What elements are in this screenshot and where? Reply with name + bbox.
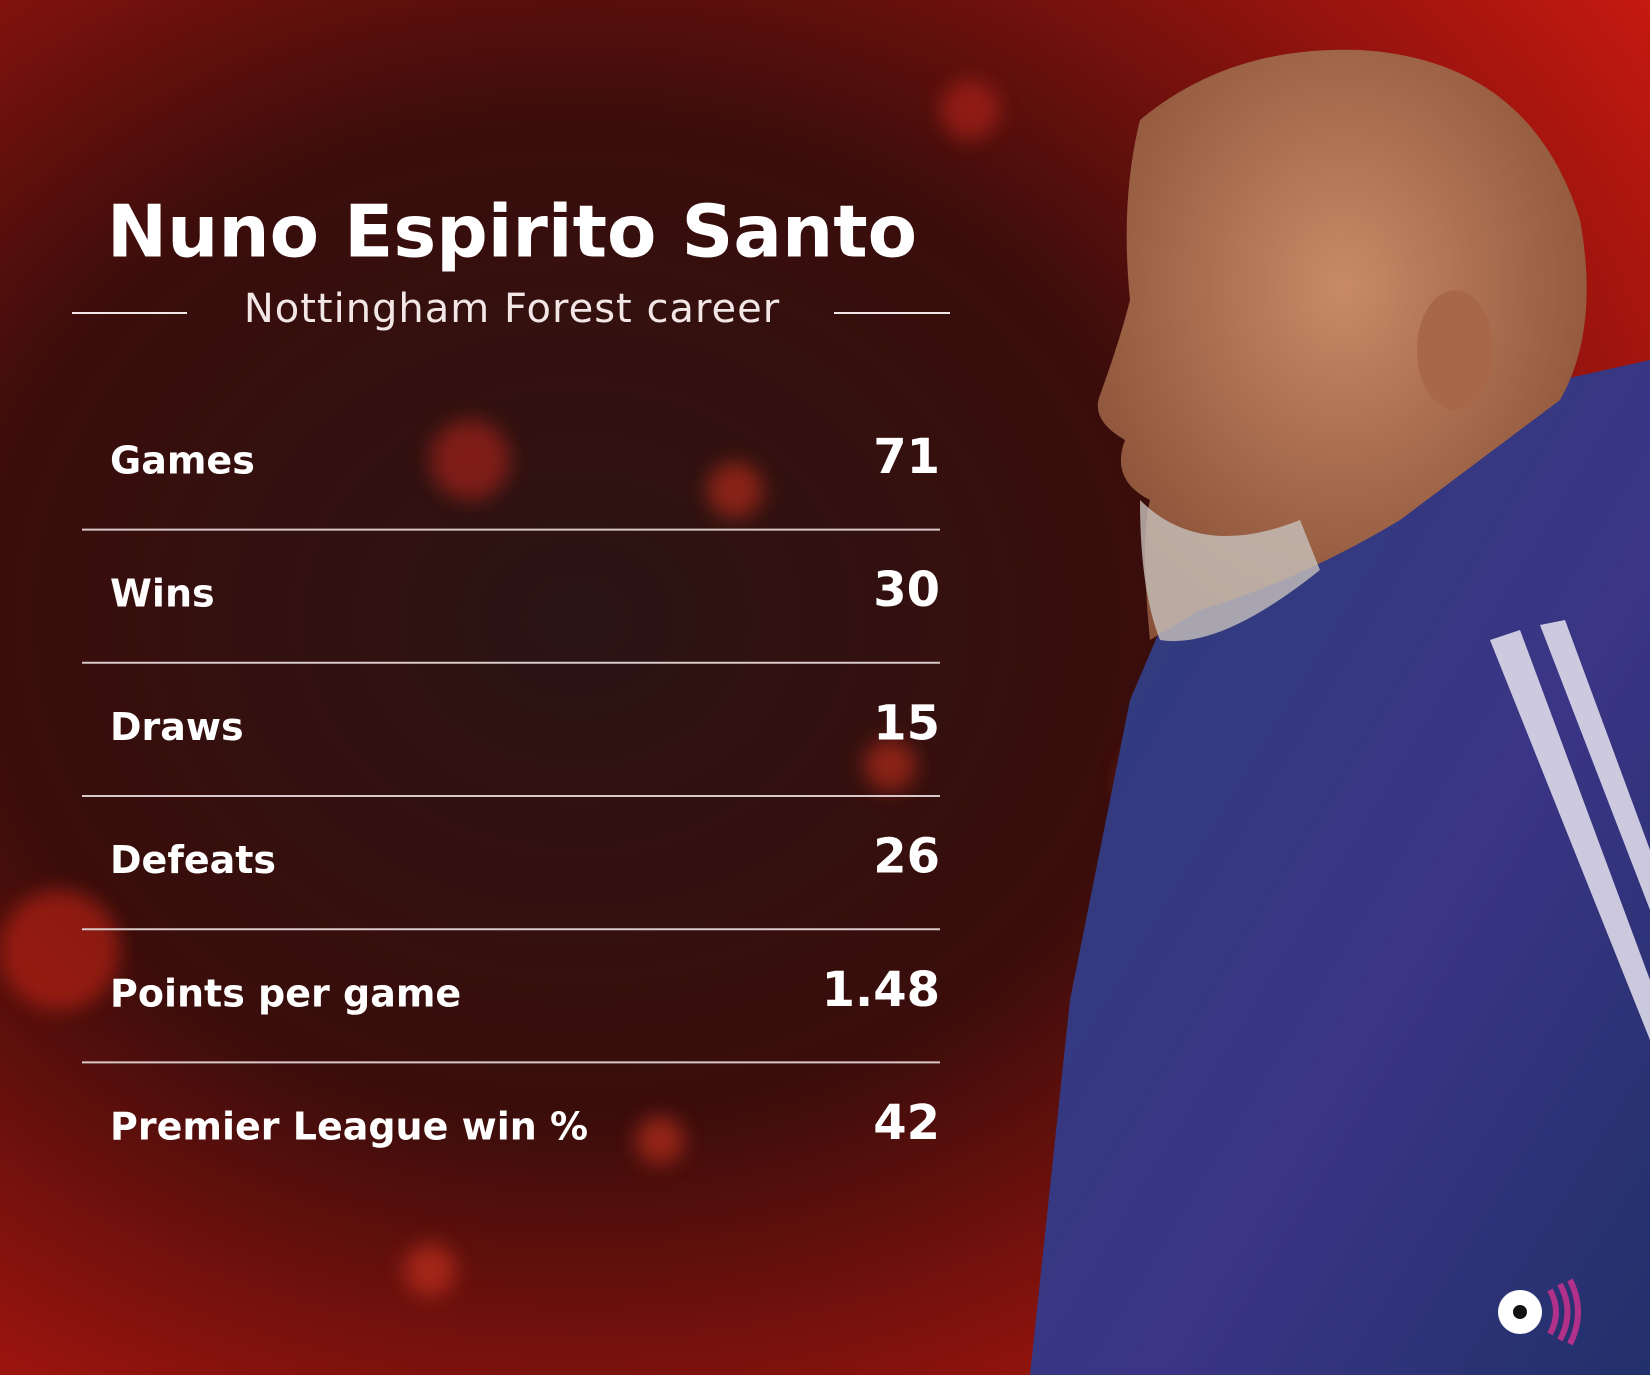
title: Nuno Espirito Santo xyxy=(107,190,917,274)
stat-value: 71 xyxy=(873,429,940,485)
portrait xyxy=(1030,49,1650,1375)
stat-label: Draws xyxy=(110,705,244,749)
stats-table: Games 71 Wins 30 Draws 15 Defeats 26 Points per … xyxy=(82,429,940,1151)
logo xyxy=(1498,1278,1581,1346)
stat-label: Wins xyxy=(110,572,215,616)
stat-value: 1.48 xyxy=(822,962,940,1018)
stat-value: 30 xyxy=(873,562,940,618)
stat-value: 15 xyxy=(873,695,940,751)
stat-label: Games xyxy=(110,439,255,483)
stat-label: Points per game xyxy=(110,971,461,1015)
stat-label: Defeats xyxy=(110,838,276,882)
subtitle: Nottingham Forest career xyxy=(244,286,780,332)
stat-value: 26 xyxy=(873,829,940,885)
stat-label: Premier League win % xyxy=(110,1105,588,1149)
stat-value: 42 xyxy=(873,1095,940,1151)
